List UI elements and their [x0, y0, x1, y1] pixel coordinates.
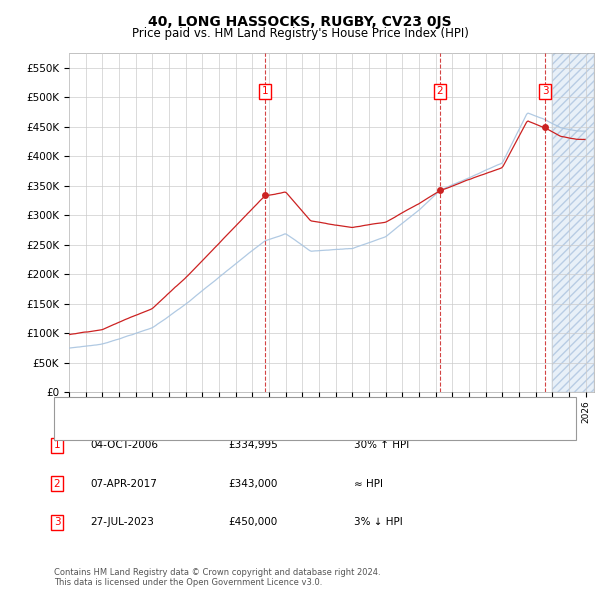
Text: 3% ↓ HPI: 3% ↓ HPI: [354, 517, 403, 527]
Text: 3: 3: [542, 87, 548, 96]
Text: ——: ——: [69, 422, 94, 435]
Text: 04-OCT-2006: 04-OCT-2006: [90, 441, 158, 450]
Text: 27-JUL-2023: 27-JUL-2023: [90, 517, 154, 527]
Text: 3: 3: [53, 517, 61, 527]
Text: £450,000: £450,000: [228, 517, 277, 527]
Text: £334,995: £334,995: [228, 441, 278, 450]
Text: 40, LONG HASSOCKS, RUGBY, CV23 0JS (detached house): 40, LONG HASSOCKS, RUGBY, CV23 0JS (deta…: [99, 404, 400, 414]
Text: ——: ——: [69, 402, 94, 415]
Text: Contains HM Land Registry data © Crown copyright and database right 2024.
This d: Contains HM Land Registry data © Crown c…: [54, 568, 380, 587]
Text: 40, LONG HASSOCKS, RUGBY, CV23 0JS: 40, LONG HASSOCKS, RUGBY, CV23 0JS: [148, 15, 452, 30]
Text: Price paid vs. HM Land Registry's House Price Index (HPI): Price paid vs. HM Land Registry's House …: [131, 27, 469, 40]
Bar: [553, 53, 594, 392]
Text: 1: 1: [262, 87, 268, 96]
Text: 1: 1: [53, 441, 61, 450]
Text: 07-APR-2017: 07-APR-2017: [90, 479, 157, 489]
Text: ≈ HPI: ≈ HPI: [354, 479, 383, 489]
Text: 30% ↑ HPI: 30% ↑ HPI: [354, 441, 409, 450]
Text: £343,000: £343,000: [228, 479, 277, 489]
Bar: [553, 53, 594, 392]
Text: 2: 2: [53, 479, 61, 489]
Text: HPI: Average price, detached house, Rugby: HPI: Average price, detached house, Rugb…: [99, 423, 325, 433]
Text: 2: 2: [437, 87, 443, 96]
